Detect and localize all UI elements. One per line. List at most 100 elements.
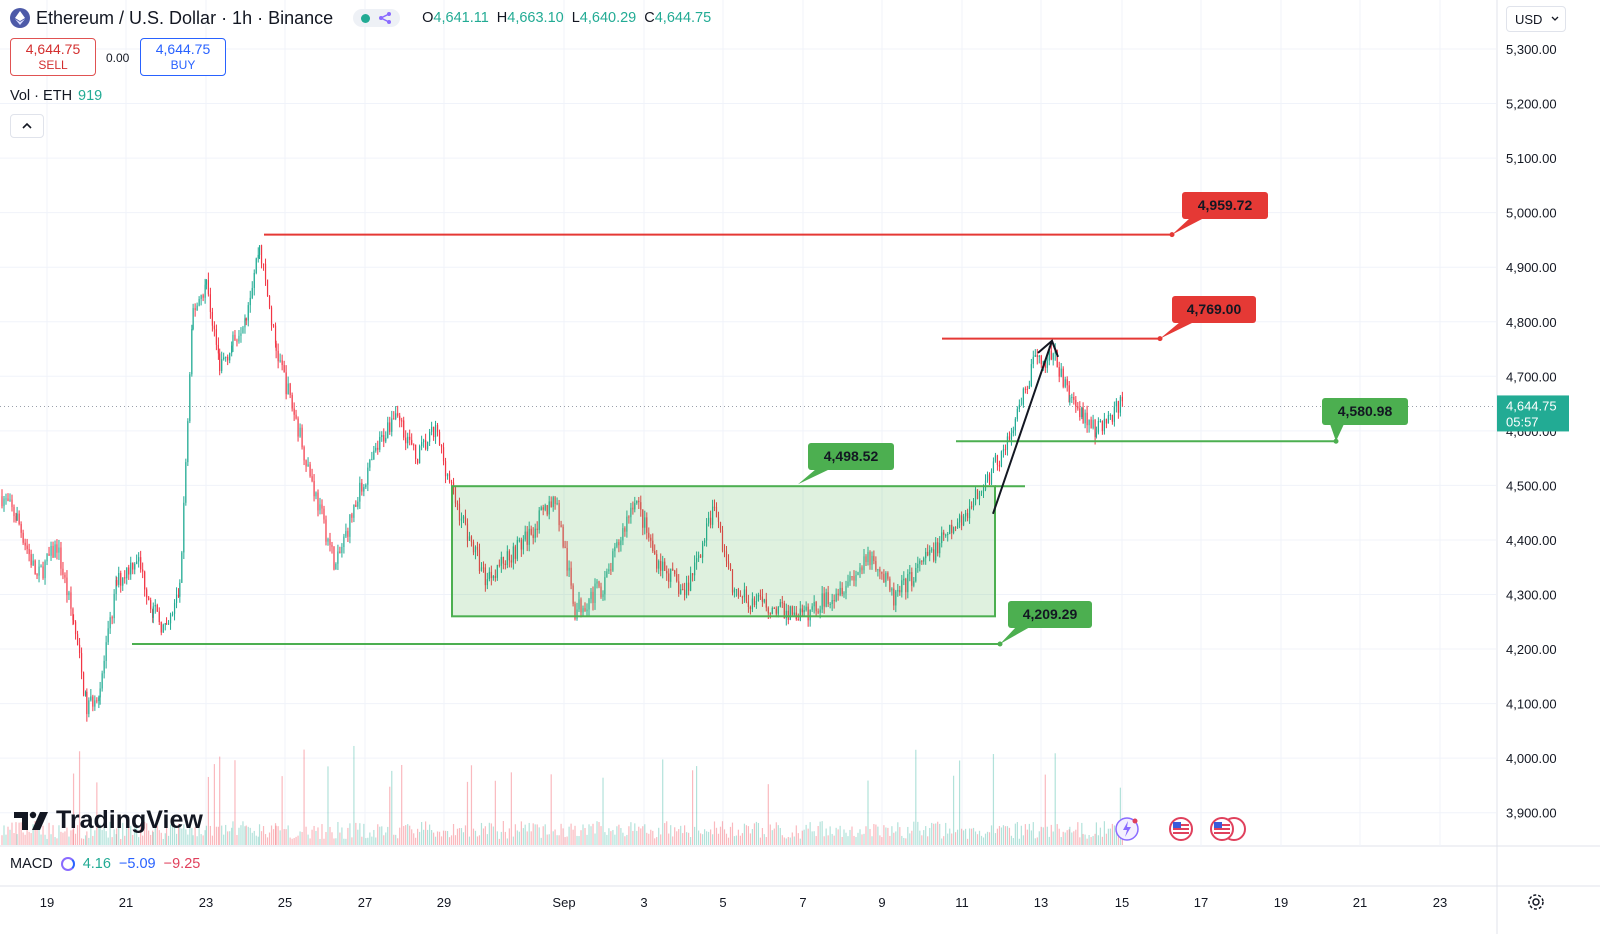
candle-body — [225, 356, 227, 358]
volume-bar — [749, 833, 752, 845]
volume-bar — [833, 835, 835, 845]
volume-bar — [464, 825, 467, 845]
volume-bar — [1081, 822, 1083, 845]
volume-bar — [622, 832, 624, 845]
candle-body — [947, 533, 949, 535]
volume-bar — [723, 829, 726, 845]
time-axis[interactable]: 19 21 23 25 27 29 Sep 3 5 7 9 11 13 15 17 19 21 23 — [40, 895, 1447, 910]
volume-bar — [323, 838, 325, 845]
market-status-pill[interactable] — [353, 9, 401, 27]
volume-bar — [986, 831, 989, 845]
candle-body — [731, 569, 734, 593]
resistance-price-tag-box — [1182, 192, 1268, 219]
candle-body — [945, 534, 947, 536]
volume-bar — [60, 831, 62, 845]
candle-body — [628, 516, 630, 518]
high-value: 4,663.10 — [507, 10, 564, 26]
volume-bar — [582, 824, 584, 845]
candle-body — [845, 585, 847, 594]
time-tick-label: 19 — [40, 895, 54, 910]
volume-bar — [1006, 826, 1009, 845]
candle-body — [843, 593, 845, 595]
volume-bar — [805, 824, 807, 845]
candle-body — [582, 608, 584, 613]
candle-body — [113, 593, 115, 619]
volume-bar — [460, 828, 463, 845]
us-flag-event-icon[interactable] — [1168, 816, 1194, 842]
macd-legend[interactable]: MACD 4.16 −5.09 −9.25 — [10, 856, 200, 872]
volume-bar — [949, 828, 951, 845]
volume-bar — [40, 834, 42, 845]
volume-bar — [369, 832, 371, 845]
volume-bar — [889, 835, 891, 845]
volume-bar — [743, 823, 746, 845]
volume-bar — [42, 825, 44, 845]
volume-bar — [158, 830, 160, 845]
candle-body — [251, 287, 253, 298]
volume-bar — [719, 826, 722, 845]
candle-body — [690, 573, 692, 591]
candle-body — [167, 623, 170, 625]
volume-bar — [554, 829, 556, 845]
currency-select[interactable]: USD — [1506, 6, 1566, 32]
candle-body — [80, 653, 83, 673]
candle-body — [42, 566, 44, 579]
candle-body — [415, 444, 417, 459]
candle-body — [198, 298, 200, 306]
volume-bar — [516, 830, 518, 845]
lightning-event-icon[interactable] — [1114, 816, 1140, 842]
candle-body — [84, 691, 87, 696]
candle-body — [1119, 396, 1121, 413]
volume-bar — [494, 780, 496, 845]
volume-bar — [564, 837, 566, 845]
candle-body — [111, 617, 113, 619]
candle-body — [140, 557, 142, 570]
us-flag-events-icon[interactable] — [1208, 816, 1248, 842]
candle-body — [126, 567, 128, 579]
price-axis[interactable]: 5,300.00 5,200.00 5,100.00 5,000.00 4,900.00… — [1497, 42, 1569, 821]
candle-body — [743, 589, 746, 598]
volume-bar — [341, 827, 343, 845]
candle-body — [18, 513, 20, 524]
candle-body — [654, 551, 656, 555]
buy-button[interactable]: 4,644.75 BUY — [140, 38, 226, 76]
macd-label: MACD — [10, 856, 53, 872]
symbol-header[interactable]: Ethereum / U.S. Dollar · 1h · Binance O 4… — [10, 6, 711, 30]
open-label: O — [422, 10, 434, 26]
candle-body — [558, 502, 560, 526]
volume-bar — [1050, 824, 1052, 845]
candle-body — [839, 587, 841, 596]
volume-bar — [128, 821, 130, 845]
volume-bar — [337, 821, 339, 845]
volume-bar — [696, 766, 698, 845]
candle-body — [391, 418, 393, 432]
volume-bar — [142, 835, 144, 845]
candle-body — [614, 546, 616, 552]
volume-bar — [221, 825, 223, 845]
sell-button[interactable]: 4,644.75 SELL — [10, 38, 96, 76]
collapse-legend-button[interactable] — [10, 114, 44, 138]
volume-bar — [1064, 832, 1066, 845]
candle-body — [895, 591, 897, 606]
settings-gear-icon[interactable] — [1526, 892, 1546, 912]
candle-body — [522, 539, 524, 550]
candle-body — [440, 444, 443, 448]
candle-body — [339, 551, 341, 554]
tradingview-logo[interactable]: TradingView — [14, 806, 203, 835]
buy-price: 4,644.75 — [155, 41, 211, 57]
volume-bar — [56, 838, 58, 845]
volume-bar — [411, 829, 413, 845]
candle-body — [325, 519, 327, 542]
volume-bar — [839, 825, 841, 845]
candle-body — [238, 335, 240, 342]
candle-body — [741, 596, 744, 598]
volume-bar — [548, 834, 550, 845]
buy-label: BUY — [170, 58, 196, 72]
candle-body — [823, 593, 825, 607]
volume-bar — [136, 826, 138, 845]
volume-legend[interactable]: Vol · ETH 919 — [10, 88, 102, 104]
symbol-title[interactable]: Ethereum / U.S. Dollar · 1h · Binance — [36, 7, 334, 28]
volume-bar — [429, 824, 431, 845]
candle-body — [712, 506, 714, 525]
